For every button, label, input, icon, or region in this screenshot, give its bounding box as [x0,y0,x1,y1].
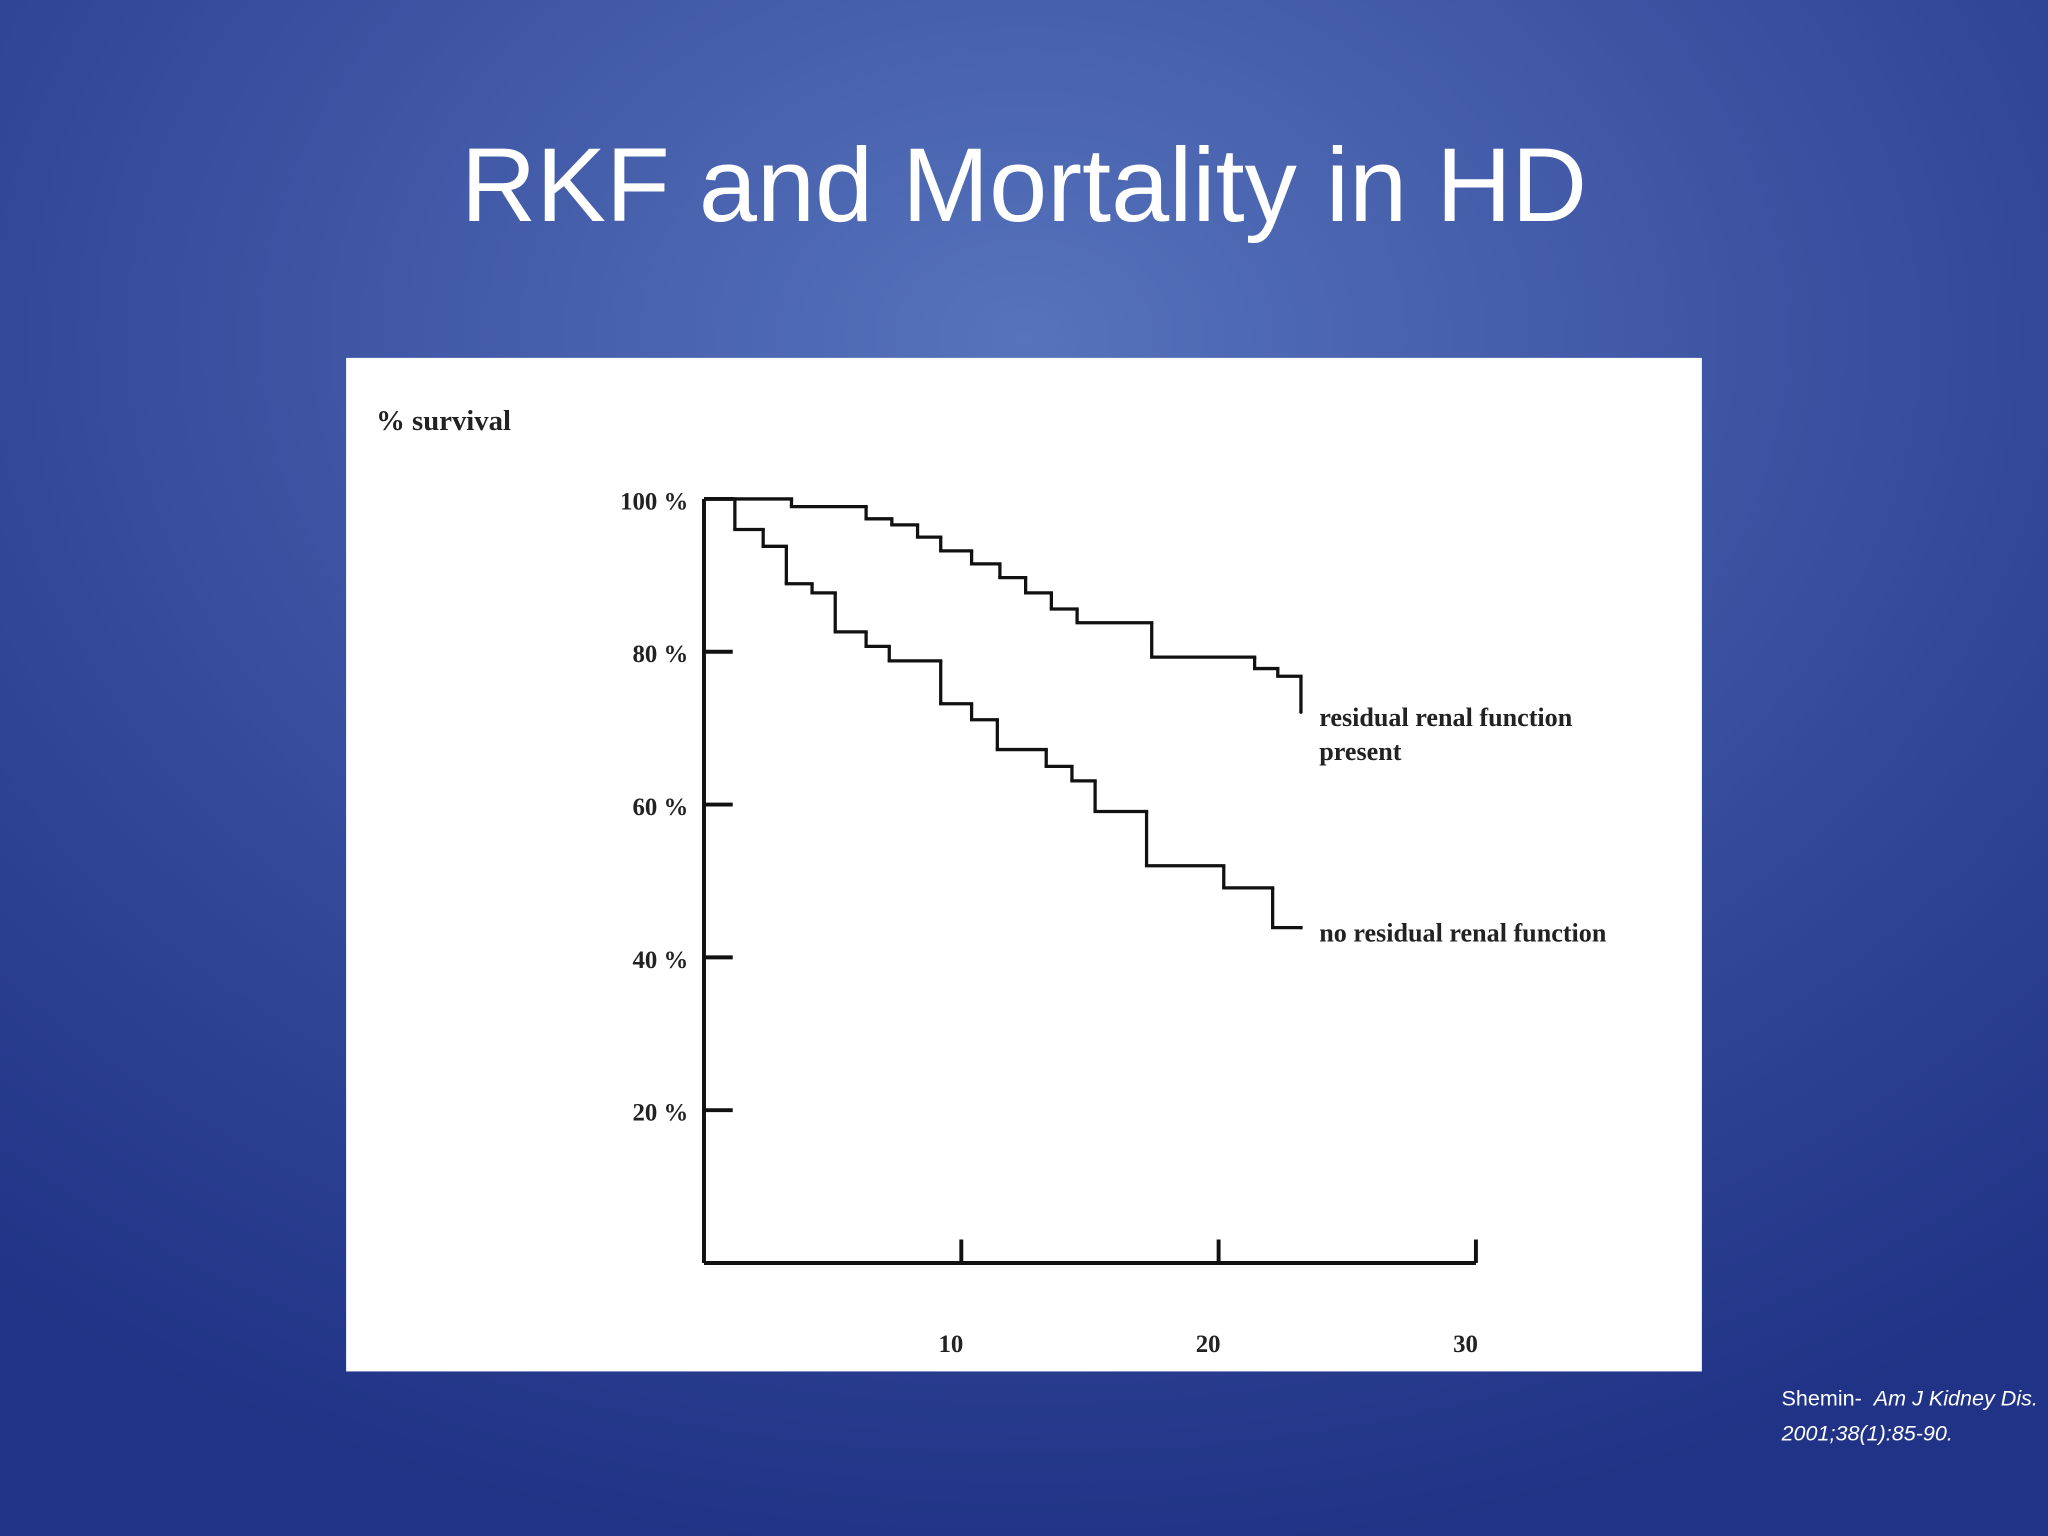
citation-author: Shemin- [1781,1387,1862,1411]
chart-panel [346,357,1702,1372]
y-tick-label: 60 % [633,794,689,821]
series-label: no residual renal function [1319,919,1607,949]
y-tick-label: 40 % [633,947,689,974]
citation: Shemin- Am J Kidney Dis. 2001;38(1):85-9… [1782,1382,2043,1453]
y-tick-label: 80 % [633,641,689,668]
step-end [1299,925,1303,930]
citation-source: Am J Kidney Dis. 2001;38(1):85-90. [1781,1387,2038,1446]
slide-title: RKF and Mortality in HD [461,127,1587,244]
y-axis-label: % survival [376,405,511,437]
x-tick-label: 30 [1453,1331,1478,1358]
series-label: residual renal function present [1319,704,1573,767]
x-tick-label: 20 [1196,1331,1221,1358]
y-tick-label: 20 % [633,1100,689,1127]
series-line [710,497,1303,930]
series-label-box: residual renal function present [1319,704,1573,767]
y-tick-label: 100 % [620,488,688,515]
x-tick-label: 10 [938,1331,963,1358]
step-end [1299,710,1303,714]
series-label-box: no residual renal function [1319,919,1607,949]
citation-box: Shemin- Am J Kidney Dis. 2001;38(1):85-9… [1782,1382,2043,1453]
